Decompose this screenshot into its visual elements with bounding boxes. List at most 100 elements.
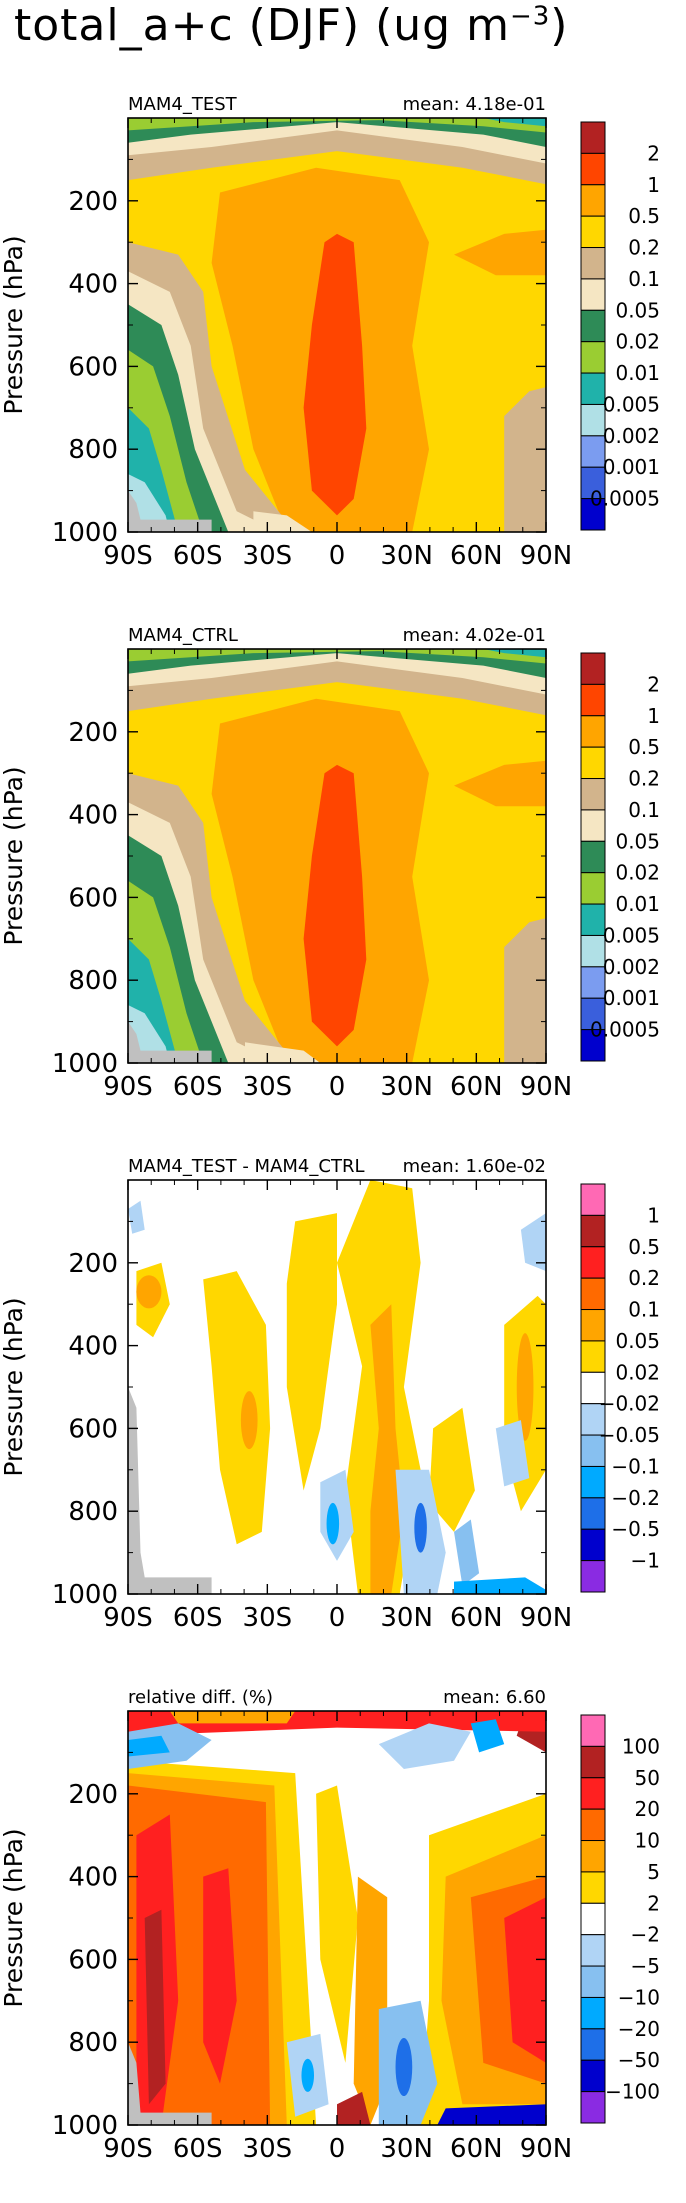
field-0.1-north bbox=[504, 387, 546, 532]
x-tick-label: 90N bbox=[520, 2134, 573, 2164]
field-2-eq bbox=[316, 1785, 358, 2063]
field-50-south bbox=[144, 1909, 166, 2105]
colorbar-box bbox=[580, 1340, 606, 1373]
x-tick-label: 60S bbox=[173, 1072, 223, 1102]
colorbar-label: 0.001 bbox=[603, 455, 660, 479]
x-tick-label: 0 bbox=[329, 2134, 346, 2164]
colorbar-label: 2 bbox=[647, 1891, 660, 1915]
colorbar-label: 1 bbox=[647, 173, 660, 197]
field-pos-d-core bbox=[370, 1304, 404, 1594]
colorbar-box bbox=[580, 1934, 606, 1967]
panel-name: MAM4_TEST bbox=[128, 94, 238, 115]
colorbar-label: −100 bbox=[605, 2080, 660, 2104]
colorbar-box bbox=[580, 840, 606, 874]
x-tick-label: 30N bbox=[380, 1603, 433, 1633]
y-tick-label: 1000 bbox=[52, 1580, 118, 1610]
colorbar-box bbox=[580, 872, 606, 905]
colorbar-box bbox=[580, 1465, 606, 1499]
colorbar-box bbox=[580, 903, 606, 936]
panel-name: MAM4_TEST - MAM4_CTRL bbox=[128, 1156, 364, 1177]
colorbar-box bbox=[580, 1246, 606, 1279]
x-tick-label: 90N bbox=[520, 541, 573, 571]
colorbar-box bbox=[580, 1371, 606, 1405]
panel-ctrl: MAM4_CTRL mean: 4.02e-01 200 400 600 800 1000 P… bbox=[0, 611, 686, 1141]
y-tick-label: 800 bbox=[68, 966, 118, 996]
colorbar-box bbox=[580, 121, 606, 154]
field-1-core bbox=[303, 233, 367, 516]
field-neg-top-north-core bbox=[470, 1719, 505, 1753]
colorbar-box bbox=[580, 966, 606, 999]
colorbar-box bbox=[580, 1277, 606, 1311]
colorbar-label: −0.05 bbox=[599, 1423, 660, 1447]
field-0.005-top bbox=[483, 649, 546, 658]
x-tick-label: 30N bbox=[380, 1072, 433, 1102]
x-tick-label: 0 bbox=[329, 541, 346, 571]
x-tick-label: 60S bbox=[173, 2134, 223, 2164]
colorbar-label: 0.2 bbox=[628, 767, 660, 791]
colorbar-label: 5 bbox=[647, 1860, 660, 1884]
colorbar-box bbox=[580, 1714, 606, 1747]
y-tick-label: 600 bbox=[68, 1414, 118, 1444]
colorbar-label: 0.5 bbox=[628, 204, 660, 228]
field-missing bbox=[128, 1387, 212, 1594]
y-tick-label: 400 bbox=[68, 270, 118, 300]
colorbar-label: −5 bbox=[631, 1954, 660, 1978]
colorbar-box bbox=[580, 1560, 606, 1593]
colorbar-box bbox=[580, 215, 606, 249]
field-layer bbox=[128, 118, 546, 532]
y-tick-label: 800 bbox=[68, 2028, 118, 2058]
colorbar-box bbox=[580, 1871, 606, 1904]
x-tick-label: 30S bbox=[243, 541, 293, 571]
colorbar-box bbox=[580, 341, 606, 374]
colorbar-label: 0.5 bbox=[628, 735, 660, 759]
colorbar-box bbox=[580, 435, 606, 468]
colorbar-box bbox=[580, 2028, 606, 2061]
colorbar-label: −0.2 bbox=[611, 1486, 660, 1510]
colorbar-box bbox=[580, 809, 606, 842]
field-0.5-patch bbox=[454, 229, 546, 276]
colorbar-box bbox=[580, 2059, 606, 2093]
field-missing bbox=[128, 2042, 212, 2125]
colorbar-label: 1 bbox=[647, 1203, 660, 1227]
colorbar-label: 0.02 bbox=[615, 1360, 660, 1384]
field-neg-surface bbox=[437, 2104, 546, 2125]
x-tick-label: 90S bbox=[103, 1603, 153, 1633]
colorbar-label: 0.05 bbox=[615, 829, 660, 853]
colorbar-box bbox=[580, 1902, 606, 1936]
panel-reldiff: relative diff. (%) mean: 6.60 200 400 600 800… bbox=[0, 1673, 686, 2203]
y-tick-label: 400 bbox=[68, 1332, 118, 1362]
colorbar-label: 0.001 bbox=[603, 986, 660, 1010]
y-tick-label: 1000 bbox=[52, 2111, 118, 2141]
colorbar-box bbox=[580, 1497, 606, 1530]
colorbar-box bbox=[580, 1745, 606, 1779]
colorbar-label: 0.02 bbox=[615, 861, 660, 885]
colorbar-box bbox=[580, 372, 606, 405]
x-tick-label: 60S bbox=[173, 1603, 223, 1633]
colorbar-box bbox=[580, 184, 606, 217]
field-0.02-top bbox=[128, 649, 546, 678]
field-neg-a-core bbox=[326, 1502, 340, 1545]
field-pos-b-core bbox=[240, 1391, 258, 1450]
colorbar-box bbox=[580, 152, 606, 186]
x-tick-label: 90S bbox=[103, 1072, 153, 1102]
field-pos-b bbox=[203, 1271, 271, 1545]
y-tick-label: 400 bbox=[68, 1863, 118, 1893]
x-tick-label: 60N bbox=[450, 541, 503, 571]
field-missing bbox=[128, 490, 212, 532]
x-tick-label: 60N bbox=[450, 1603, 503, 1633]
field-0.01-top bbox=[128, 118, 546, 133]
colorbar-label: 0.01 bbox=[615, 361, 660, 385]
y-tick-label: 200 bbox=[68, 1249, 118, 1279]
field-layer bbox=[128, 649, 546, 1063]
colorbar-label: −10 bbox=[618, 1985, 660, 2009]
colorbar-label: 0.05 bbox=[615, 1329, 660, 1353]
colorbar-label: 0.002 bbox=[603, 424, 660, 448]
colorbar-box bbox=[580, 466, 606, 500]
field-pos-f-core bbox=[516, 1333, 534, 1441]
colorbar-box bbox=[580, 403, 606, 437]
panel-mean: mean: 6.60 bbox=[443, 1687, 546, 1708]
y-tick-label: 400 bbox=[68, 801, 118, 831]
field-pos-a-core bbox=[136, 1275, 162, 1309]
colorbar-box bbox=[580, 309, 606, 343]
field-neg-top-south bbox=[128, 1723, 212, 1769]
